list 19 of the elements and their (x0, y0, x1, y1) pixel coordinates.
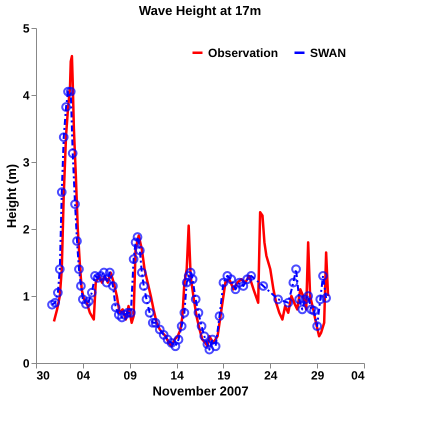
chart-title: Wave Height at 17m (138, 3, 262, 18)
y-tick-label: 4 (22, 88, 30, 102)
x-tick-label: 19 (217, 368, 231, 382)
legend-label: Observation (208, 46, 278, 60)
x-tick-label: 24 (264, 368, 278, 382)
legend-label: SWAN (310, 46, 346, 60)
x-tick-label: 29 (310, 368, 325, 382)
x-tick-label: 04 (76, 368, 90, 382)
x-tick-label: 30 (36, 368, 50, 382)
x-tick-label: 09 (124, 368, 138, 382)
y-tick-label: 5 (22, 22, 30, 36)
y-tick-label: 3 (22, 156, 30, 170)
y-tick-label: 1 (22, 290, 30, 304)
x-axis-title: November 2007 (152, 384, 249, 398)
y-tick-label: 2 (22, 222, 30, 236)
x-tick-label: 04 (351, 368, 365, 382)
y-axis-title: Height (m) (4, 164, 19, 228)
y-tick-label: 0 (22, 356, 30, 370)
x-tick-label: 14 (170, 368, 184, 382)
